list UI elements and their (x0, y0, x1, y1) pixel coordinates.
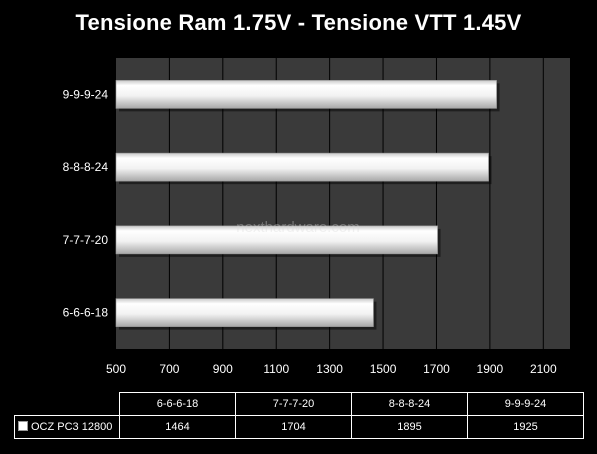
data-table-series-row: OCZ PC3 12800 1464 1704 1895 1925 (14, 415, 584, 439)
category-label: 6-6-6-18 (63, 306, 109, 320)
x-tick-label: 700 (159, 362, 179, 376)
x-tick-label: 1500 (370, 362, 397, 376)
legend-entry: OCZ PC3 12800 (14, 415, 120, 439)
x-tick-label: 900 (213, 362, 233, 376)
bar (115, 80, 497, 109)
category-label: 9-9-9-24 (63, 87, 109, 101)
category-label: 8-8-8-24 (63, 160, 109, 174)
series-name: OCZ PC3 12800 (31, 421, 113, 433)
x-tick-label: 500 (106, 362, 126, 376)
data-table-category: 6-6-6-18 (119, 392, 236, 416)
watermark: nexthardware.com (236, 219, 359, 236)
x-tick-label: 1900 (477, 362, 504, 376)
x-tick-label: 2100 (530, 362, 557, 376)
data-table-corner (15, 393, 120, 416)
bar (115, 152, 489, 182)
data-table-category: 8-8-8-24 (351, 392, 468, 416)
bar (115, 225, 438, 255)
data-table-value: 1925 (467, 415, 584, 439)
data-table-value: 1464 (119, 415, 236, 439)
x-tick-label: 1700 (423, 362, 450, 376)
x-tick-label: 1300 (316, 362, 343, 376)
data-table-value: 1895 (351, 415, 468, 439)
chart-title: Tensione Ram 1.75V - Tensione VTT 1.45V (75, 10, 522, 35)
data-table-value: 1704 (235, 415, 352, 439)
data-table-header-row: 6-6-6-18 7-7-7-20 8-8-8-24 9-9-9-24 (15, 392, 584, 416)
data-table-category: 7-7-7-20 (235, 392, 352, 416)
data-table-category: 9-9-9-24 (467, 392, 584, 416)
x-tick-label: 1100 (263, 362, 289, 376)
data-table: 6-6-6-18 7-7-7-20 8-8-8-24 9-9-9-24 OCZ … (14, 392, 584, 439)
category-label: 7-7-7-20 (63, 233, 109, 247)
bar (115, 298, 374, 327)
legend-swatch (18, 421, 28, 431)
